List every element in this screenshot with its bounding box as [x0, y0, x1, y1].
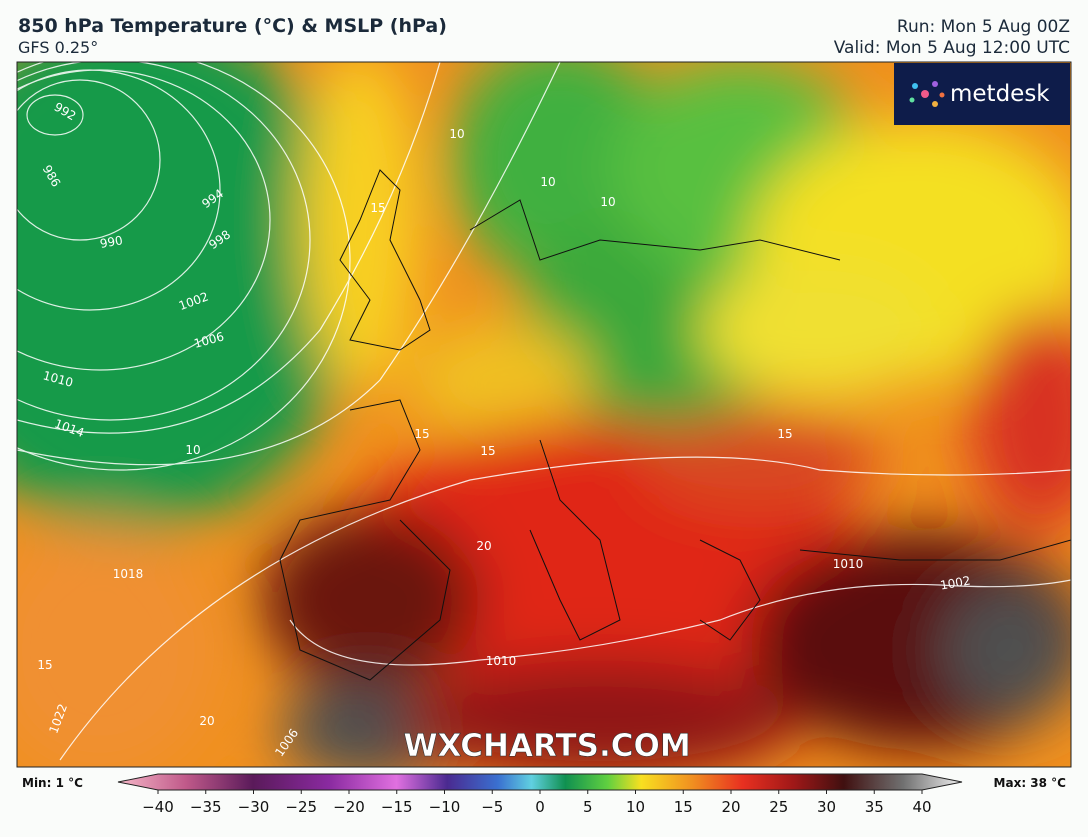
colorbar-tick-label: −40	[142, 798, 174, 816]
contour-label: 10	[185, 443, 200, 457]
colorbar-tick-label: −10	[429, 798, 461, 816]
run-time: Run: Mon 5 Aug 00Z	[897, 17, 1070, 37]
contour-label: 1002	[939, 574, 972, 593]
colorbar-tick-label: −5	[481, 798, 503, 816]
colorbar-tick-label: 35	[865, 798, 884, 816]
valid-time: Valid: Mon 5 Aug 12:00 UTC	[834, 38, 1070, 58]
colorbar-tick-label: 15	[674, 798, 693, 816]
subtitle: GFS 0.25°	[18, 38, 98, 57]
contour-label: 15	[777, 427, 792, 441]
colorbar-tick-label: 0	[535, 798, 545, 816]
colorbar-tick-label: 25	[769, 798, 788, 816]
contour-label: 15	[37, 658, 52, 672]
colorbar-tick-label: −25	[285, 798, 317, 816]
contour-label: 10	[540, 175, 555, 189]
contour-label: 1018	[113, 567, 144, 581]
colorbar-tick-label: 20	[721, 798, 740, 816]
title: 850 hPa Temperature (°C) & MSLP (hPa)	[18, 15, 447, 37]
contour-label: 15	[370, 201, 385, 215]
map: WXCHARTS.COM	[17, 62, 1071, 767]
contour-label: 15	[414, 427, 429, 441]
colorbar-tick-label: 40	[912, 798, 931, 816]
colorbar-tick-label: −35	[190, 798, 222, 816]
colorbar-tick-label: 30	[817, 798, 836, 816]
colorbar-tick-label: −30	[238, 798, 270, 816]
logo: metdesk	[950, 81, 1050, 107]
contour-label: 1010	[486, 654, 517, 668]
colorbar-min: Min: 1 °C	[22, 776, 83, 790]
colorbar-tick-label: −15	[381, 798, 413, 816]
colorbar-tick-label: 5	[583, 798, 593, 816]
contour-label: 10	[600, 195, 615, 209]
colorbar-tick-label: −20	[333, 798, 365, 816]
watermark: WXCHARTS.COM	[403, 728, 690, 764]
contour-label: 15	[480, 444, 495, 458]
contour-label: 1010	[833, 557, 864, 571]
contour-label: 20	[476, 539, 491, 553]
colorbar-tick-label: 10	[626, 798, 645, 816]
colorbar-max: Max: 38 °C	[994, 776, 1067, 790]
colorbar	[117, 773, 963, 791]
contour-label: 20	[199, 714, 214, 728]
logo-icon	[909, 81, 945, 107]
contour-label: 10	[449, 127, 464, 141]
contour-label: 990	[99, 233, 124, 251]
